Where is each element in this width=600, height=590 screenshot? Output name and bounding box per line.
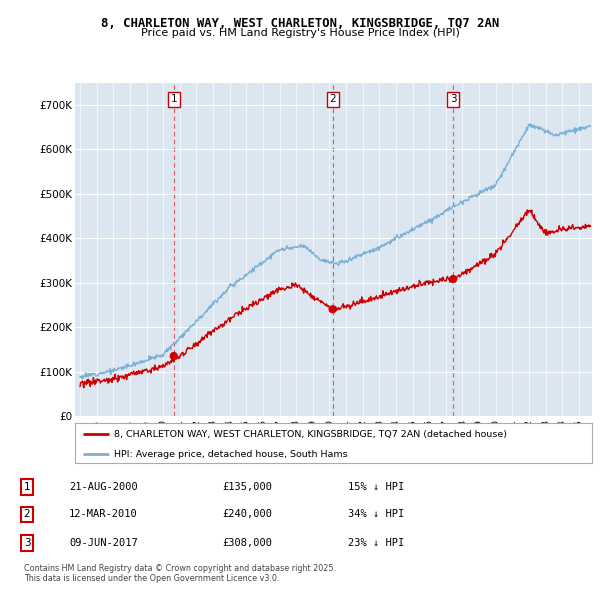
Point xyxy=(448,274,458,284)
Point xyxy=(169,351,179,360)
Text: 09-JUN-2017: 09-JUN-2017 xyxy=(69,538,138,548)
Text: 8, CHARLETON WAY, WEST CHARLETON, KINGSBRIDGE, TQ7 2AN (detached house): 8, CHARLETON WAY, WEST CHARLETON, KINGSB… xyxy=(114,430,507,439)
Text: 8, CHARLETON WAY, WEST CHARLETON, KINGSBRIDGE, TQ7 2AN: 8, CHARLETON WAY, WEST CHARLETON, KINGSB… xyxy=(101,17,499,30)
Text: £308,000: £308,000 xyxy=(222,538,272,548)
Text: 21-AUG-2000: 21-AUG-2000 xyxy=(69,482,138,491)
Text: 2: 2 xyxy=(329,94,336,104)
Text: 1: 1 xyxy=(23,482,31,491)
Text: 12-MAR-2010: 12-MAR-2010 xyxy=(69,510,138,519)
Text: 23% ↓ HPI: 23% ↓ HPI xyxy=(348,538,404,548)
Text: 2: 2 xyxy=(23,510,31,519)
Text: 1: 1 xyxy=(170,94,177,104)
Text: 3: 3 xyxy=(450,94,457,104)
Text: 3: 3 xyxy=(23,538,31,548)
Text: Price paid vs. HM Land Registry's House Price Index (HPI): Price paid vs. HM Land Registry's House … xyxy=(140,28,460,38)
Text: £135,000: £135,000 xyxy=(222,482,272,491)
Point xyxy=(328,304,337,314)
Text: £240,000: £240,000 xyxy=(222,510,272,519)
Text: HPI: Average price, detached house, South Hams: HPI: Average price, detached house, Sout… xyxy=(114,450,347,459)
Text: 34% ↓ HPI: 34% ↓ HPI xyxy=(348,510,404,519)
Text: 15% ↓ HPI: 15% ↓ HPI xyxy=(348,482,404,491)
Text: Contains HM Land Registry data © Crown copyright and database right 2025.
This d: Contains HM Land Registry data © Crown c… xyxy=(24,563,336,583)
